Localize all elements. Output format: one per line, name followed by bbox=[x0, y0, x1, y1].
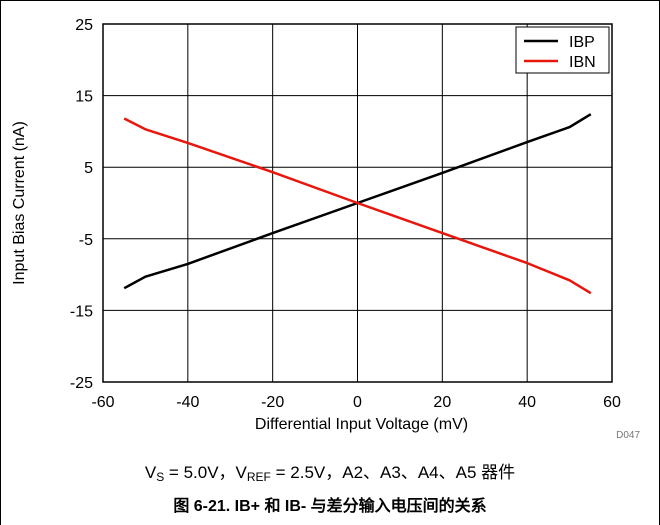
y-tick-label: -5 bbox=[79, 232, 93, 249]
legend-label-ibp: IBP bbox=[569, 34, 595, 51]
y-tick-label: 25 bbox=[75, 17, 93, 34]
y-tick-label: 15 bbox=[75, 89, 93, 106]
y-tick-label: -25 bbox=[70, 375, 93, 392]
plot-area-border bbox=[102, 23, 613, 383]
y-axis-label: Input Bias Current (nA) bbox=[11, 121, 28, 285]
legend-label-ibn: IBN bbox=[569, 54, 596, 71]
x-axis-label: Differential Input Voltage (mV) bbox=[255, 416, 468, 433]
x-tick-label: -40 bbox=[176, 394, 199, 411]
x-tick-label: 60 bbox=[603, 394, 621, 411]
x-tick-label: 40 bbox=[518, 394, 536, 411]
x-tick-label: -20 bbox=[261, 394, 284, 411]
legend-box bbox=[515, 26, 610, 74]
test-conditions: VS = 5.0V，VREF = 2.5V，A2、A3、A4、A5 器件 bbox=[144, 463, 516, 484]
x-tick-label: 20 bbox=[433, 394, 451, 411]
y-tick-label: -15 bbox=[70, 303, 93, 320]
x-tick-label: 0 bbox=[353, 394, 362, 411]
figure-id-annotation: D047 bbox=[616, 430, 640, 441]
series-line-ibn bbox=[123, 117, 592, 295]
chart: -60 -40 -20 0 20 40 60 -25 -15 -5 5 15 25 Differentia… bbox=[11, 17, 640, 441]
figure-caption: 图 6-21. IB+ 和 IB- 与差分输入电压间的关系 bbox=[173, 498, 487, 515]
x-tick-label: -60 bbox=[91, 394, 114, 411]
y-tick-label: 5 bbox=[84, 160, 93, 177]
